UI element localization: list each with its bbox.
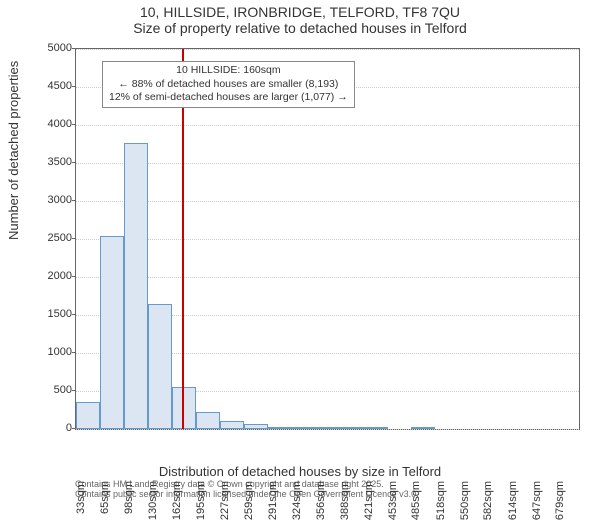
- y-tick-mark: [72, 162, 76, 163]
- x-tick-label: 582sqm: [482, 481, 494, 526]
- gridline: [76, 239, 579, 240]
- x-tick-label: 388sqm: [339, 481, 351, 526]
- histogram-bar: [220, 421, 244, 429]
- histogram-bar: [148, 304, 172, 429]
- x-tick-label: 65sqm: [99, 481, 111, 526]
- x-tick-label: 195sqm: [195, 481, 207, 526]
- x-tick-label: 550sqm: [459, 481, 471, 526]
- y-tick-label: 4000: [32, 118, 72, 130]
- annotation-line1: 10 HILLSIDE: 160sqm: [109, 64, 348, 78]
- gridline: [76, 429, 579, 430]
- y-tick-mark: [72, 314, 76, 315]
- chart-plot-area: 10 HILLSIDE: 160sqm← 88% of detached hou…: [75, 48, 580, 430]
- x-tick-label: 98sqm: [123, 481, 135, 526]
- annotation-line3: 12% of semi-detached houses are larger (…: [109, 91, 348, 105]
- x-tick-label: 647sqm: [531, 481, 543, 526]
- x-tick-label: 33sqm: [75, 481, 87, 526]
- x-tick-label: 614sqm: [507, 481, 519, 526]
- x-tick-label: 227sqm: [219, 481, 231, 526]
- histogram-bar: [364, 427, 388, 429]
- y-tick-mark: [72, 428, 76, 429]
- y-tick-mark: [72, 276, 76, 277]
- x-tick-label: 291sqm: [267, 481, 279, 526]
- y-tick-label: 1000: [32, 346, 72, 358]
- histogram-bar: [100, 236, 124, 429]
- y-tick-mark: [72, 124, 76, 125]
- histogram-bar: [340, 427, 364, 429]
- y-tick-label: 4500: [32, 80, 72, 92]
- y-tick-mark: [72, 390, 76, 391]
- x-tick-label: 162sqm: [171, 481, 183, 526]
- title-line2: Size of property relative to detached ho…: [0, 20, 600, 36]
- title-line1: 10, HILLSIDE, IRONBRIDGE, TELFORD, TF8 7…: [0, 4, 600, 20]
- gridline: [76, 201, 579, 202]
- x-tick-label: 485sqm: [410, 481, 422, 526]
- x-tick-label: 421sqm: [363, 481, 375, 526]
- y-tick-mark: [72, 48, 76, 49]
- x-axis-label: Distribution of detached houses by size …: [0, 464, 600, 479]
- annotation-box: 10 HILLSIDE: 160sqm← 88% of detached hou…: [102, 61, 355, 108]
- histogram-bar: [124, 143, 148, 429]
- y-tick-mark: [72, 200, 76, 201]
- histogram-bar: [411, 427, 435, 429]
- y-tick-label: 3500: [32, 156, 72, 168]
- y-tick-label: 1500: [32, 308, 72, 320]
- x-tick-label: 259sqm: [243, 481, 255, 526]
- gridline: [76, 49, 579, 50]
- y-axis-label: Number of detached properties: [6, 61, 21, 240]
- gridline: [76, 277, 579, 278]
- x-tick-label: 453sqm: [387, 481, 399, 526]
- y-tick-label: 2500: [32, 232, 72, 244]
- annotation-line2: ← 88% of detached houses are smaller (8,…: [109, 78, 348, 92]
- histogram-bar: [196, 412, 220, 429]
- x-tick-label: 324sqm: [291, 481, 303, 526]
- y-tick-mark: [72, 352, 76, 353]
- x-tick-label: 679sqm: [554, 481, 566, 526]
- x-tick-label: 518sqm: [435, 481, 447, 526]
- x-tick-label: 356sqm: [315, 481, 327, 526]
- histogram-bar: [316, 427, 340, 429]
- histogram-bar: [292, 427, 316, 429]
- histogram-bar: [244, 424, 268, 429]
- y-tick-label: 500: [32, 384, 72, 396]
- x-tick-label: 130sqm: [147, 481, 159, 526]
- y-tick-label: 2000: [32, 270, 72, 282]
- gridline: [76, 125, 579, 126]
- gridline: [76, 163, 579, 164]
- y-tick-mark: [72, 238, 76, 239]
- y-tick-mark: [72, 86, 76, 87]
- y-tick-label: 0: [32, 422, 72, 434]
- y-tick-label: 5000: [32, 42, 72, 54]
- histogram-bar: [76, 402, 100, 429]
- histogram-bar: [268, 427, 292, 429]
- y-tick-label: 3000: [32, 194, 72, 206]
